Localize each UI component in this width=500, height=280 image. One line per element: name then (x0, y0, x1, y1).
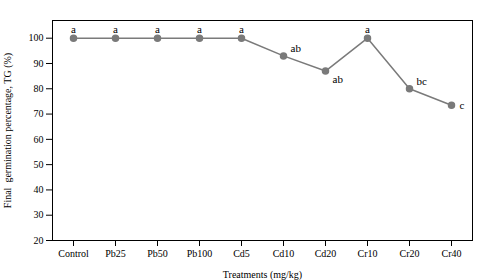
svg-text:Control: Control (58, 248, 89, 259)
svg-text:Cr10: Cr10 (358, 248, 378, 259)
svg-text:100: 100 (29, 32, 44, 43)
svg-text:a: a (113, 23, 118, 35)
svg-text:60: 60 (34, 134, 44, 145)
svg-text:Cd20: Cd20 (315, 248, 337, 259)
svg-text:a: a (197, 23, 202, 35)
svg-text:Final germination percentage,: Final germination percentage, TG (%) (2, 53, 14, 208)
svg-text:Cd5: Cd5 (233, 248, 250, 259)
svg-text:ab: ab (291, 42, 302, 54)
svg-text:30: 30 (34, 209, 44, 220)
svg-text:c: c (460, 99, 465, 111)
svg-text:Cd10: Cd10 (273, 248, 295, 259)
svg-text:50: 50 (34, 159, 44, 170)
svg-text:Pb25: Pb25 (105, 248, 126, 259)
svg-text:Cr40: Cr40 (442, 248, 462, 259)
svg-text:70: 70 (34, 108, 44, 119)
svg-text:a: a (155, 23, 160, 35)
svg-text:40: 40 (34, 184, 44, 195)
svg-text:bc: bc (417, 75, 428, 87)
svg-text:80: 80 (34, 83, 44, 94)
svg-text:a: a (365, 23, 370, 35)
svg-text:a: a (71, 23, 76, 35)
svg-text:20: 20 (34, 235, 44, 246)
svg-text:Cr20: Cr20 (400, 248, 420, 259)
svg-text:Pb100: Pb100 (187, 248, 213, 259)
svg-text:Pb50: Pb50 (147, 248, 168, 259)
svg-text:90: 90 (34, 58, 44, 69)
svg-text:Treatments (mg/kg): Treatments (mg/kg) (223, 269, 302, 280)
svg-text:ab: ab (333, 73, 344, 85)
svg-text:a: a (239, 23, 244, 35)
